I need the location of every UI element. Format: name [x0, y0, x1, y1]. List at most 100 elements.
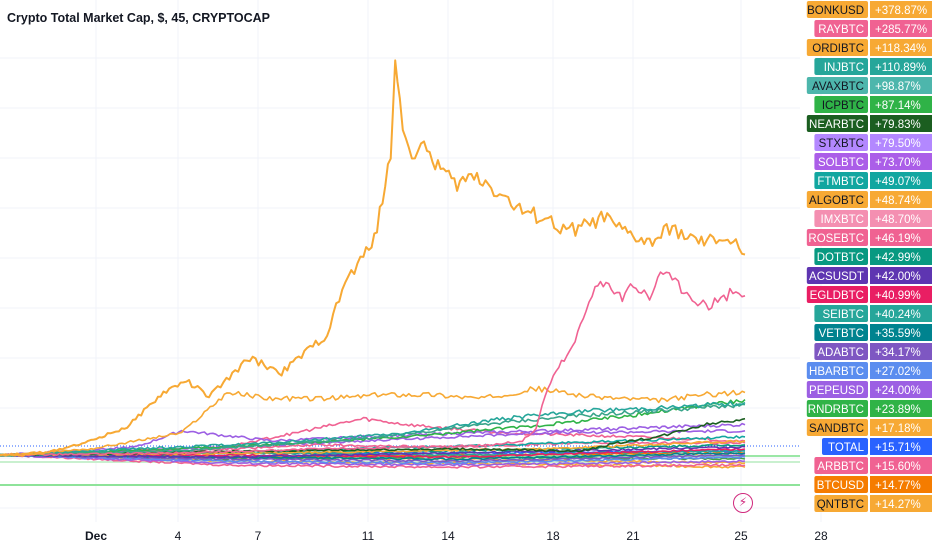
badge-value-bg: [870, 20, 932, 37]
badge-btcusd[interactable]: BTCUSD +14.77%: [814, 476, 932, 493]
badge-qntbtc[interactable]: QNTBTC +14.27%: [814, 495, 932, 512]
badge-symbol: QNTBTC: [817, 499, 864, 511]
badge-value: +49.07%: [875, 176, 921, 188]
x-axis: Dec 4 7 11 14 18 21 25 28: [85, 529, 828, 543]
badge-seibtc[interactable]: SEIBTC +40.24%: [814, 305, 932, 322]
badge-egldbtc[interactable]: EGLDBTC +40.99%: [806, 286, 932, 303]
badge-rosebtc[interactable]: ROSEBTC +46.19%: [806, 229, 932, 246]
badge-bonkusd[interactable]: BONKUSD +378.87%: [806, 1, 932, 18]
badge-symbol-bg: [806, 39, 868, 56]
badge-value: +15.71%: [875, 442, 921, 454]
series-lines: [0, 59, 746, 469]
series-line-acsusdt: [0, 445, 746, 459]
badge-stxbtc[interactable]: STXBTC +79.50%: [814, 134, 932, 151]
badge-value-bg: [870, 362, 932, 379]
badge-value: +27.02%: [875, 366, 921, 378]
series-line-arbbtc: [0, 454, 746, 469]
badge-symbol: STXBTC: [819, 138, 864, 150]
badge-ordibtc[interactable]: ORDIBTC +118.34%: [806, 39, 932, 56]
badge-value-bg: [870, 191, 932, 208]
chart-title: Crypto Total Market Cap, $, 45, CRYPTOCA…: [7, 11, 271, 25]
badge-value-bg: [870, 305, 932, 322]
badge-symbol-bg: [814, 343, 868, 360]
x-tick-label: 28: [814, 529, 828, 543]
badge-symbol: AVAXBTC: [812, 81, 864, 93]
badge-hbarbtc[interactable]: HBARBTC +27.02%: [806, 362, 932, 379]
badge-value-bg: [870, 172, 932, 189]
badge-symbol: PEPEUSD: [809, 385, 864, 397]
x-tick-label: Dec: [85, 529, 107, 543]
badge-symbol-bg: [806, 400, 868, 417]
badge-value-bg: [870, 267, 932, 284]
badge-injbtc[interactable]: INJBTC +110.89%: [814, 58, 932, 75]
series-line-injbtc: [0, 400, 746, 456]
badge-value-bg: [870, 476, 932, 493]
badge-symbol: RNDRBTC: [808, 404, 864, 416]
badge-symbol: IMXBTC: [821, 214, 864, 226]
series-line-bonkusd: [0, 59, 746, 457]
badge-symbol: ACSUSDT: [809, 271, 864, 283]
badge-adabtc[interactable]: ADABTC +34.17%: [814, 343, 932, 360]
badge-pepeusd[interactable]: PEPEUSD +24.00%: [806, 381, 932, 398]
badge-symbol-bg: [806, 229, 868, 246]
badge-solbtc[interactable]: SOLBTC +73.70%: [814, 153, 932, 170]
badge-value-bg: [870, 153, 932, 170]
badge-symbol: FTMBTC: [817, 176, 864, 188]
badge-value-bg: [870, 58, 932, 75]
badge-symbol-bg: [814, 476, 868, 493]
badge-symbol: RAYBTC: [818, 24, 864, 36]
badge-value: +14.27%: [875, 499, 921, 511]
badge-symbol-bg: [814, 96, 868, 113]
badge-value-bg: [870, 39, 932, 56]
badge-sandbtc[interactable]: SANDBTC +17.18%: [806, 419, 932, 436]
badge-value-bg: [870, 134, 932, 151]
badge-symbol-bg: [806, 286, 868, 303]
x-tick-label: 7: [255, 529, 262, 543]
badge-value: +23.89%: [875, 404, 921, 416]
lightning-bolt-icon[interactable]: ⚡: [733, 493, 753, 513]
badge-imxbtc[interactable]: IMXBTC +48.70%: [814, 210, 932, 227]
badge-value: +79.83%: [875, 119, 921, 131]
badge-symbol: ORDIBTC: [812, 43, 864, 55]
badge-symbol: SOLBTC: [818, 157, 864, 169]
badge-arbbtc[interactable]: ARBBTC +15.60%: [814, 457, 932, 474]
badge-nearbtc[interactable]: NEARBTC +79.83%: [806, 115, 932, 132]
badge-symbol-bg: [806, 419, 868, 436]
badge-icpbtc[interactable]: ICPBTC +87.14%: [814, 96, 932, 113]
badge-value: +35.59%: [875, 328, 921, 340]
badge-acsusdt[interactable]: ACSUSDT +42.00%: [806, 267, 932, 284]
badge-symbol-bg: [814, 324, 868, 341]
badge-avaxbtc[interactable]: AVAXBTC +98.87%: [806, 77, 932, 94]
badge-value: +79.50%: [875, 138, 921, 150]
badge-symbol-bg: [806, 191, 868, 208]
badge-value-bg: [870, 1, 932, 18]
series-line-hbarbtc: [0, 453, 746, 465]
badge-value: +17.18%: [875, 423, 921, 435]
badge-value-bg: [870, 495, 932, 512]
badge-rndrbtc[interactable]: RNDRBTC +23.89%: [806, 400, 932, 417]
x-tick-label: 4: [175, 529, 182, 543]
badge-total[interactable]: TOTAL +15.71%: [822, 438, 932, 455]
badge-value: +24.00%: [875, 385, 921, 397]
badge-symbol-bg: [806, 1, 868, 18]
series-line-solbtc: [0, 429, 746, 457]
badge-value: +15.60%: [875, 461, 921, 473]
badge-symbol: HBARBTC: [809, 366, 864, 378]
badge-symbol: ADABTC: [817, 347, 864, 359]
badge-value-bg: [870, 77, 932, 94]
badge-dotbtc[interactable]: DOTBTC +42.99%: [814, 248, 932, 265]
badge-symbol: INJBTC: [824, 62, 864, 74]
badge-value: +285.77%: [875, 24, 927, 36]
badge-value: +48.74%: [875, 195, 921, 207]
badge-symbol: DOTBTC: [817, 252, 864, 264]
badge-vetbtc[interactable]: VETBTC +35.59%: [814, 324, 932, 341]
badge-symbol: EGLDBTC: [810, 290, 864, 302]
badge-raybtc[interactable]: RAYBTC +285.77%: [814, 20, 932, 37]
badge-ftmbtc[interactable]: FTMBTC +49.07%: [814, 172, 932, 189]
badge-symbol: BONKUSD: [807, 5, 864, 17]
badge-value-bg: [870, 248, 932, 265]
badge-symbol: SANDBTC: [809, 423, 864, 435]
badge-symbol: SEIBTC: [822, 309, 864, 321]
badge-algobtc[interactable]: ALGOBTC +48.74%: [806, 191, 932, 208]
